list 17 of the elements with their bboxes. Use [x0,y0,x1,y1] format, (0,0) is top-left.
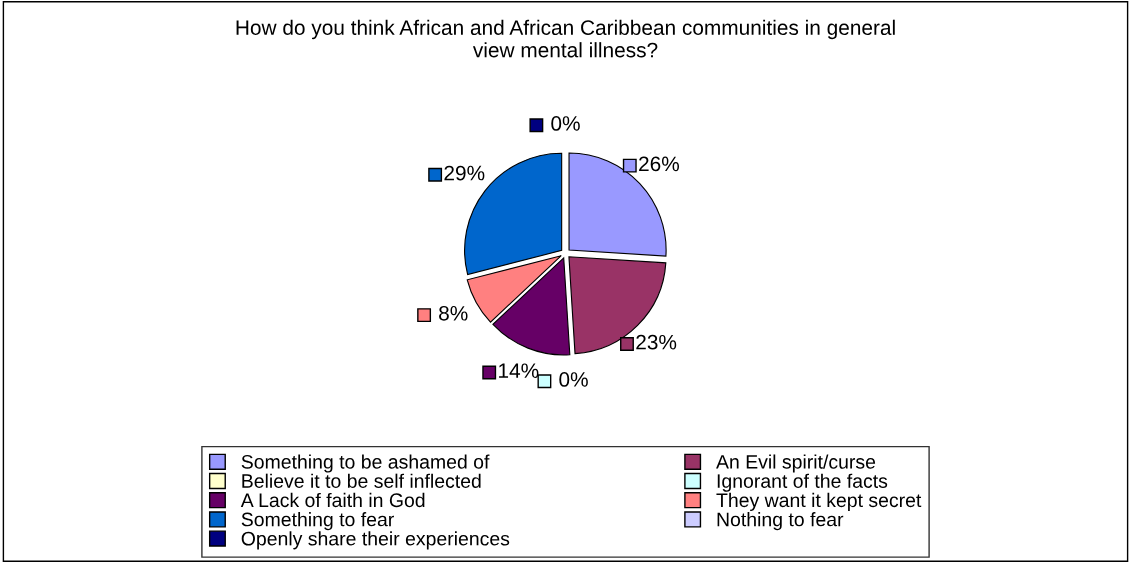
legend-label: A Lack of faith in God [240,492,425,508]
legend-label: Ignorant of the facts [717,473,888,492]
chart-title: How do you think African and African Caribbean communities in general view mental illness? [236,19,895,58]
legend-label: They want it kept secret [716,492,922,511]
legend-label: An Evil spirit/curse [716,454,876,473]
legend-label: Something to be ashamed of [241,454,490,473]
legend-label: Openly share their experiences [241,531,510,550]
data-label: 26% [639,156,680,172]
legend-label: Believe it to be self inflected [242,473,481,488]
text: 0% [559,372,588,387]
legend-label: Something to fear [241,512,394,531]
data-label: 29% [444,165,485,181]
data-label: 8% [439,305,468,321]
data-label: 14% [499,363,539,378]
text: 0% [551,116,580,131]
data-label: 23% [636,334,677,350]
legend-label: Nothing to fear [717,512,844,531]
